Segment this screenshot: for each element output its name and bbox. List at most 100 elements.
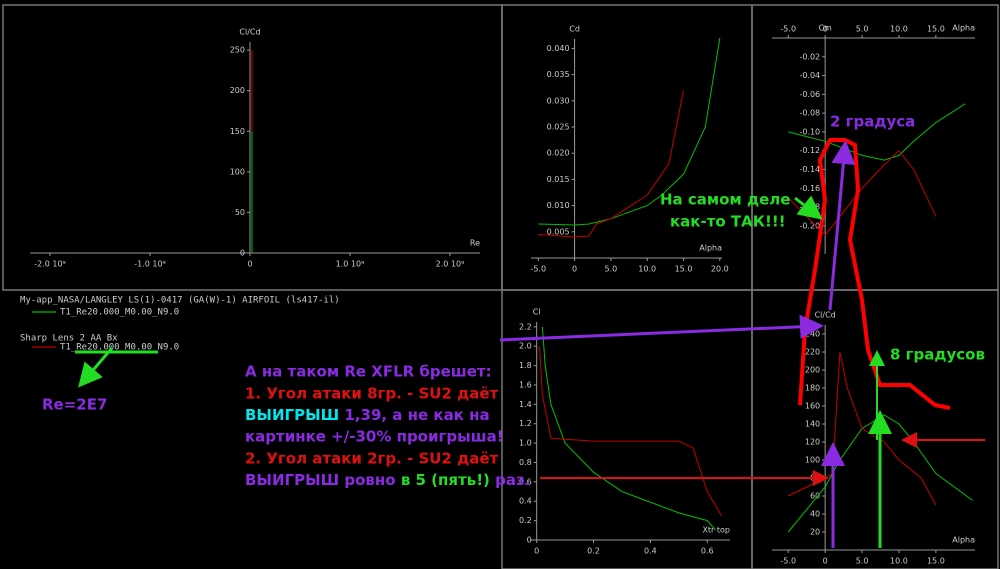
y-tick-label: 2.2 <box>519 322 532 331</box>
y-tick-label: -0.16 <box>799 184 820 193</box>
y-tick-label: 0.030 <box>547 96 570 105</box>
y-tick-label: 150 <box>230 127 245 136</box>
y-tick-label: 180 <box>805 384 820 393</box>
x-tick-label: 15.0 <box>927 557 945 566</box>
x-tick-label: 15.0 <box>675 265 693 274</box>
y-tick-label: 140 <box>805 420 820 429</box>
y-tick-label: 50 <box>235 208 245 217</box>
x-tick-label: -5.0 <box>780 557 796 566</box>
y-tick-label: 200 <box>230 86 245 95</box>
annotation-part: ВЫИГРЫШ ровно <box>245 471 401 489</box>
x-tick-label: 2.0 10⁹ <box>436 260 465 269</box>
annotation: А на таком Re XFLR брешет: <box>245 363 492 381</box>
freehand-outline <box>798 138 951 410</box>
annotation: ВЫИГРЫШ ровно в 5 (пять!) раз. <box>245 471 530 489</box>
y-tick-label: 0.6 <box>519 477 532 486</box>
x-tick-label: 0 <box>534 547 539 556</box>
annotations: 2 градуса На самом деле как-то ТАК!!! 8 … <box>42 113 985 548</box>
y-axis-title: Cl <box>533 308 541 317</box>
y-tick-label: -0.06 <box>799 90 820 99</box>
x-tick-label: 5.0 <box>605 265 618 274</box>
y-tick-label: 240 <box>805 330 820 339</box>
x-tick-label: 10.0 <box>890 25 908 34</box>
y-tick-label: -0.14 <box>799 165 820 174</box>
y-tick-label: 100 <box>805 456 820 465</box>
x-tick-label: 0.6 <box>701 547 714 556</box>
y-tick-label: 40 <box>810 510 820 519</box>
annotation: ВЫИГРЫШ 1,39, а не как на <box>245 406 490 424</box>
y-tick-label: 0.8 <box>519 458 532 467</box>
x-tick-label: 5.0 <box>856 557 869 566</box>
legend-group: Sharp Lens 2 AA Bx <box>20 334 118 344</box>
y-tick-label: 100 <box>230 167 245 176</box>
series-line <box>787 149 937 236</box>
x-tick-label: -5.0 <box>530 265 546 274</box>
arrow <box>828 140 856 311</box>
y-tick-label: -0.04 <box>799 71 820 80</box>
y-tick-label: 0.2 <box>519 516 532 525</box>
x-tick-label: 0.2 <box>587 547 600 556</box>
x-tick-label: -2.0 10⁹ <box>34 260 66 269</box>
x-axis-title: Alpha <box>952 24 975 33</box>
y-tick-label: 1.0 <box>519 439 532 448</box>
x-tick-label: 10.0 <box>638 265 656 274</box>
annotation: картинке +/-30% проигрыша! <box>245 428 504 446</box>
y-tick-label: 1.8 <box>519 361 532 370</box>
x-axis-title: Alpha <box>699 244 722 253</box>
legend-entry: T1_Re20.000_M0.00_N9.0 <box>60 343 179 353</box>
annotation-part: раз. <box>490 471 531 489</box>
y-axis-title: Cm <box>818 24 832 33</box>
x-tick-label: 0 <box>823 25 828 34</box>
annotation-part: в 5 (пять!) <box>401 471 490 489</box>
y-tick-label: 20 <box>810 528 820 537</box>
y-tick-label: 120 <box>805 438 820 447</box>
x-tick-label: -1.0 10⁹ <box>134 260 166 269</box>
y-tick-label: 1.6 <box>519 380 532 389</box>
x-tick-label: 20.0 <box>711 265 729 274</box>
x-tick-label: 0 <box>823 557 828 566</box>
legend: My-app_NASA/LANGLEY LS(1)-0417 (GA(W)-1)… <box>20 296 340 353</box>
series-line <box>541 326 717 531</box>
y-tick-label: 250 <box>230 46 245 55</box>
annotation: Re=2E7 <box>42 396 107 414</box>
y-tick-label: -0.02 <box>799 52 820 61</box>
y-tick-label: 60 <box>810 492 820 501</box>
y-tick-label: 0 <box>240 249 245 258</box>
annotation: 1. Угол атаки 8гр. - SU2 даёт <box>245 385 499 403</box>
y-tick-label: -0.12 <box>799 146 820 155</box>
y-tick-label: 0.010 <box>547 201 570 210</box>
y-tick-label: 0.040 <box>547 44 570 53</box>
annotation: 2. Угол атаки 2гр. - SU2 даёт <box>245 450 499 468</box>
series-line <box>538 37 721 226</box>
y-tick-label: 200 <box>805 366 820 375</box>
y-tick-label: 0 <box>527 536 532 545</box>
x-tick-label: 15.0 <box>927 25 945 34</box>
annotation-part: ВЫИГРЫШ <box>245 406 339 424</box>
y-tick-label: -0.20 <box>799 221 820 230</box>
y-tick-label: 1.4 <box>519 400 532 409</box>
legend-entry: T1_Re20.000_M0.00_N9.0 <box>60 308 179 318</box>
legend-group: My-app_NASA/LANGLEY LS(1)-0417 (GA(W)-1)… <box>20 296 340 306</box>
annotation-part: 1,39, а не как на <box>339 406 489 424</box>
y-tick-label: 0.015 <box>547 175 570 184</box>
x-tick-label: 1.0 10⁹ <box>336 260 365 269</box>
charts: -2.0 10⁹ -1.0 10⁹ 0 1.0 10⁹ 2.0 10⁹ 0 50 100 150… <box>30 24 975 566</box>
arrow <box>499 314 824 342</box>
x-axis-title: Alpha <box>952 536 975 545</box>
x-tick-label: 0 <box>247 260 252 269</box>
x-tick-label: 0.4 <box>644 547 657 556</box>
x-axis-title: Xtr top <box>702 526 730 535</box>
y-tick-label: 2.0 <box>519 342 532 351</box>
y-tick-label: 0.025 <box>547 123 570 132</box>
x-tick-label: 0 <box>572 265 577 274</box>
y-tick-label: 0.4 <box>519 497 532 506</box>
annotation: 8 градусов <box>890 346 985 364</box>
y-tick-label: 0.035 <box>547 70 570 79</box>
annotation: На самом деле <box>660 191 790 209</box>
y-tick-label: -0.10 <box>799 127 820 136</box>
y-tick-label: -0.08 <box>799 109 820 118</box>
x-tick-label: 10.0 <box>890 557 908 566</box>
y-axis-title: Cl/Cd <box>239 28 260 37</box>
y-tick-label: 0.005 <box>547 227 570 236</box>
